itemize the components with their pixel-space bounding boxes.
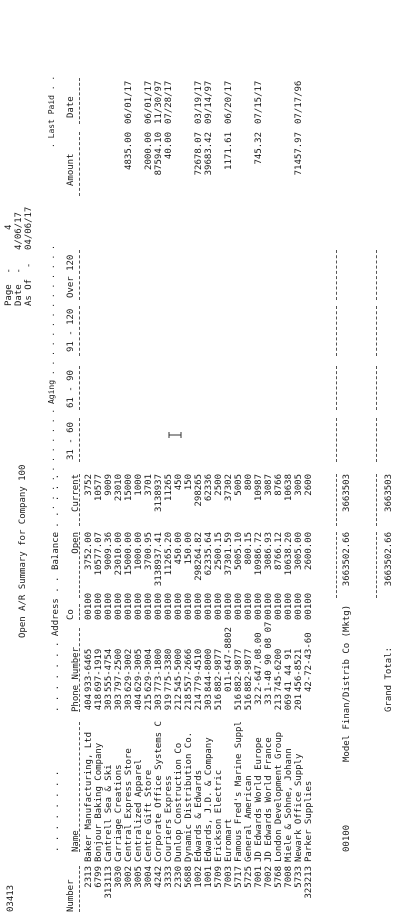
total-rule-balance xyxy=(376,532,377,598)
subtotal-rule-31-60 xyxy=(336,418,337,462)
table-row: 5688 Dynamic Distribution Co. 218 557-2666 0… xyxy=(184,0,194,918)
table-row: 5725 General American 516 882-9877 00100 800.… xyxy=(244,0,254,918)
cell-number: 323213 xyxy=(304,866,314,899)
table-row: 1002 Edwards & Edwards 214 779-4510 00100 298… xyxy=(194,0,204,918)
subtotal-balance: 3663502.66 xyxy=(342,532,352,587)
rule-name xyxy=(79,722,80,852)
aging-header: . . . . . . . . . . . Aging . . . . . . … xyxy=(47,245,56,510)
table-row: 7008 Miele & Sohne, Johann 069 41 44 91 0010… xyxy=(284,0,294,918)
asof-value: 04/06/17 xyxy=(24,206,34,250)
cell-name: Parker Supplies xyxy=(304,780,314,862)
subtotal-rule-current xyxy=(336,474,337,526)
grand-total-label: Grand Total: xyxy=(384,646,394,712)
table-row: 6799 Bonjour Baking Company 418 697-1919 001… xyxy=(94,0,104,918)
table-row: 313113 Cantrell Sea & Ski 303 555-4754 00100… xyxy=(104,0,114,918)
col-date: Date xyxy=(66,96,76,118)
rule-co xyxy=(79,604,80,620)
program-id: 03413 xyxy=(6,884,16,912)
col-over-120: Over 120 xyxy=(66,254,76,298)
rule-over-120 xyxy=(79,250,80,300)
col-amount: Amount xyxy=(66,153,76,186)
rule-61-90 xyxy=(79,366,80,410)
cell-current: 2600 xyxy=(304,474,314,496)
table-row: 3004 Centre Gift Store 215 629-3004 00100 370… xyxy=(144,0,154,918)
total-rule-current xyxy=(376,474,377,526)
col-co: Co xyxy=(66,609,76,620)
cell-phone: 42-72-43-60 xyxy=(304,632,314,692)
total-rule-over-120 xyxy=(376,250,377,300)
col-91-120: 91 - 120 xyxy=(66,308,76,352)
subtotal-rule-over-120 xyxy=(336,250,337,300)
report-title: Open A/R Summary for Company 100 xyxy=(18,464,28,638)
total-rule-61-90 xyxy=(376,366,377,410)
rule-number xyxy=(79,866,80,912)
table-row: 2330 Dunlop Construction Co 212 545-5000 001… xyxy=(174,0,184,918)
grand-total-balance: 3663502.66 xyxy=(384,532,394,587)
last-paid-header: . Last Paid . . xyxy=(47,75,56,148)
table-row: 3030 Carriage Creations 303 797-2500 00100 23… xyxy=(114,0,124,918)
table-row: 4242 Corporate Office Systems C 303 773-180… xyxy=(154,0,164,918)
subtotal-rule-balance xyxy=(336,532,337,598)
col-name: . . . . . . . . Name xyxy=(51,770,81,852)
table-row: 7001 JD Edwards World Europe 32 2-647.08.00… xyxy=(254,0,264,918)
col-31-60: 31 - 60 xyxy=(66,422,76,460)
table-row: 3005 Centralized Apparel 404 629-3005 00100 1… xyxy=(134,0,144,918)
table-row: 5717 Famous Fred's Marine Suppl 516 882-987… xyxy=(234,0,244,918)
table-row: 323213 Parker Supplies 42-72-43-60 00100 260… xyxy=(304,0,314,918)
subtotal-co: 00100 xyxy=(342,824,352,852)
table-row: 5768 London Development Group 213 745-6200 0… xyxy=(274,0,284,918)
col-current: . . . Current xyxy=(51,474,81,512)
asof-label: As Of - xyxy=(24,262,34,306)
rule-31-60 xyxy=(79,418,80,462)
table-row: 2313 Baker Manufacturing, Ltd 404 933-6465 0… xyxy=(84,0,94,918)
col-number: Number xyxy=(66,879,76,912)
rule-date xyxy=(79,78,80,124)
subtotal-label: Model Finan/Distrib Co (Mktg) xyxy=(342,604,352,762)
grand-total-current: 3663503 xyxy=(384,474,394,512)
col-61-90: 61 - 90 xyxy=(66,370,76,408)
subtotal-current: 3663503 xyxy=(342,474,352,512)
table-row: 7002 JD Edwards World France 33 1-40 90 08 … xyxy=(264,0,274,918)
table-row: 5709 Erickson Electric 516 882-9877 00100 250… xyxy=(214,0,224,918)
subtotal-rule-61-90 xyxy=(336,366,337,410)
subtotal-rule-91-120 xyxy=(336,306,337,356)
table-row: 7003 Euromart 011-647-8802 00100 37301.59 373… xyxy=(224,0,234,918)
text-cursor-icon xyxy=(168,432,182,438)
cell-balance: 2600.00 xyxy=(304,532,314,570)
rule-current xyxy=(79,474,80,526)
rule-amount xyxy=(79,132,80,196)
total-rule-31-60 xyxy=(376,418,377,462)
rule-address xyxy=(79,628,80,712)
table-row: 1001 Edwards, J.D. & Company 303 844-8000 00… xyxy=(204,0,214,918)
table-row: 3333 Couriers Express 919 775-3380 00100 1126… xyxy=(164,0,174,918)
table-row: 3002 Central Express Store 303 629-3002 0010… xyxy=(124,0,134,918)
rule-91-120 xyxy=(79,306,80,356)
table-row: 5733 Newark Office Supply 201 456-8521 00100… xyxy=(294,0,304,918)
rule-balance xyxy=(79,532,80,598)
col-balance: Balance Open xyxy=(51,532,81,570)
total-rule-91-120 xyxy=(376,306,377,356)
